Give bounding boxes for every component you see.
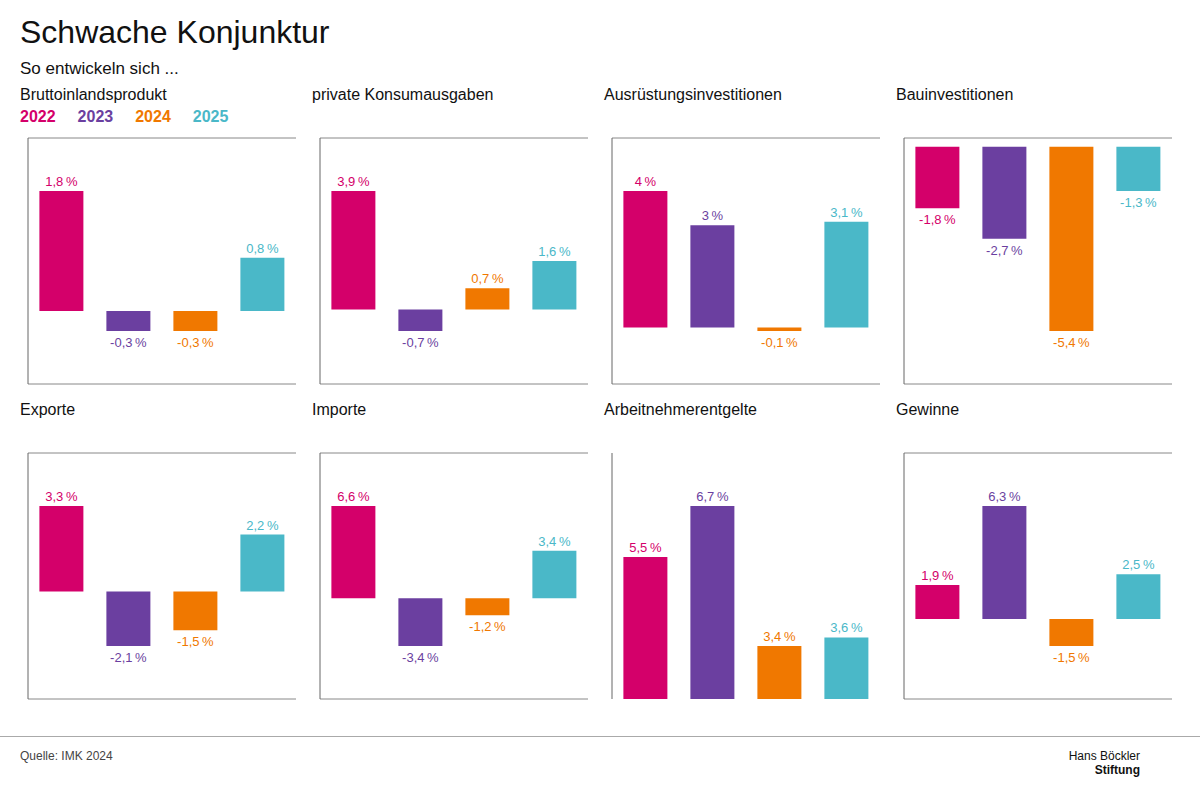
svg-text:6,6 %: 6,6 %: [337, 489, 370, 504]
svg-text:3,6 %: 3,6 %: [830, 620, 863, 635]
html-text:Bauinvestitionen: Bauinvestitionen: [896, 86, 1014, 103]
svg-text:-1,5 %: -1,5 %: [177, 634, 214, 649]
html-text:So entwickeln sich ...: So entwickeln sich ...: [20, 59, 179, 78]
svg-text:-1,8 %: -1,8 %: [919, 212, 956, 227]
svg-text:1,8 %: 1,8 %: [45, 174, 78, 189]
svg-text:4 %: 4 %: [635, 174, 657, 189]
html-text:Bruttoinlandsprodukt: Bruttoinlandsprodukt: [20, 86, 167, 103]
svg-text:2,2 %: 2,2 %: [246, 518, 279, 533]
svg-text:-1,5 %: -1,5 %: [1053, 650, 1090, 665]
html-text:2023: 2023: [77, 108, 114, 125]
svg-text:3,9 %: 3,9 %: [337, 174, 370, 189]
html-text:Ausrüstungsinvestitionen: Ausrüstungsinvestitionen: [604, 86, 782, 103]
svg-text:3,1 %: 3,1 %: [830, 205, 863, 220]
svg-text:-3,4 %: -3,4 %: [402, 650, 439, 665]
svg-text:3,3 %: 3,3 %: [45, 489, 78, 504]
svg-text:-2,1 %: -2,1 %: [110, 650, 147, 665]
html-text:Schwache Konjunktur: Schwache Konjunktur: [20, 14, 330, 50]
svg-text:-0,3 %: -0,3 %: [110, 335, 147, 350]
html-text:2024: 2024: [135, 108, 171, 125]
svg-text:-1,3 %: -1,3 %: [1120, 195, 1157, 210]
html-text:Hans Böckler: Hans Böckler: [1068, 749, 1140, 763]
svg-text:1,9 %: 1,9 %: [921, 568, 954, 583]
html-text:2022: 2022: [20, 108, 56, 125]
svg-text:3,4 %: 3,4 %: [763, 629, 796, 644]
svg-text:-0,3 %: -0,3 %: [177, 335, 214, 350]
svg-text:1,6 %: 1,6 %: [538, 244, 571, 259]
svg-text:-0,1 %: -0,1 %: [761, 335, 798, 350]
html-text:Exporte: Exporte: [20, 401, 76, 418]
svg-text:3,4 %: 3,4 %: [538, 534, 571, 549]
svg-text:2,5 %: 2,5 %: [1122, 557, 1155, 572]
svg-text:0,8 %: 0,8 %: [246, 241, 279, 256]
svg-text:-5,4 %: -5,4 %: [1053, 335, 1090, 350]
svg-text:-2,7 %: -2,7 %: [986, 243, 1023, 258]
html-text:Arbeitnehmerentgelte: Arbeitnehmerentgelte: [604, 401, 757, 418]
html-text:Stiftung: Stiftung: [1094, 763, 1140, 777]
svg-text:5,5 %: 5,5 %: [629, 540, 662, 555]
svg-text:-1,2 %: -1,2 %: [469, 619, 506, 634]
svg-text:-0,7 %: -0,7 %: [402, 335, 439, 350]
svg-text:6,7 %: 6,7 %: [696, 489, 729, 504]
svg-text:3 %: 3 %: [702, 208, 724, 223]
html-text:Gewinne: Gewinne: [896, 401, 960, 418]
html-text:private Konsumausgaben: private Konsumausgaben: [312, 86, 494, 103]
svg-text:6,3 %: 6,3 %: [988, 489, 1021, 504]
html-text:Quelle: IMK 2024: Quelle: IMK 2024: [20, 749, 113, 763]
html-text:Importe: Importe: [312, 401, 367, 418]
svg-text:0,7 %: 0,7 %: [471, 271, 504, 286]
html-text:2025: 2025: [192, 108, 229, 125]
